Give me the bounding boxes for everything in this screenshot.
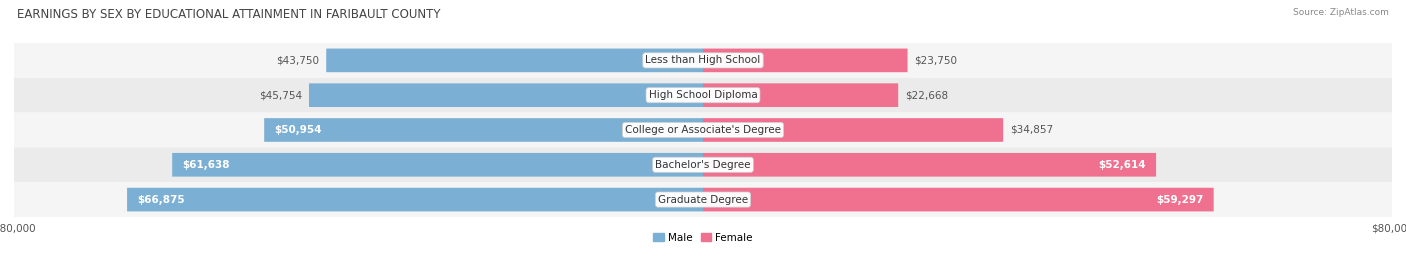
Text: Source: ZipAtlas.com: Source: ZipAtlas.com	[1294, 8, 1389, 17]
FancyBboxPatch shape	[326, 49, 703, 72]
Text: $66,875: $66,875	[138, 195, 186, 204]
FancyBboxPatch shape	[264, 118, 703, 142]
FancyBboxPatch shape	[703, 153, 1156, 177]
FancyBboxPatch shape	[309, 83, 703, 107]
FancyBboxPatch shape	[127, 188, 703, 211]
FancyBboxPatch shape	[14, 78, 1392, 113]
Text: $45,754: $45,754	[259, 90, 302, 100]
FancyBboxPatch shape	[14, 43, 1392, 78]
Text: $22,668: $22,668	[905, 90, 948, 100]
Text: EARNINGS BY SEX BY EDUCATIONAL ATTAINMENT IN FARIBAULT COUNTY: EARNINGS BY SEX BY EDUCATIONAL ATTAINMEN…	[17, 8, 440, 21]
Text: $43,750: $43,750	[277, 55, 319, 65]
Text: College or Associate's Degree: College or Associate's Degree	[626, 125, 780, 135]
Text: $52,614: $52,614	[1098, 160, 1146, 170]
Legend: Male, Female: Male, Female	[650, 229, 756, 247]
Text: $34,857: $34,857	[1010, 125, 1053, 135]
Text: $50,954: $50,954	[274, 125, 322, 135]
Text: Graduate Degree: Graduate Degree	[658, 195, 748, 204]
FancyBboxPatch shape	[703, 118, 1002, 142]
FancyBboxPatch shape	[14, 113, 1392, 147]
FancyBboxPatch shape	[14, 182, 1392, 217]
FancyBboxPatch shape	[703, 188, 1213, 211]
FancyBboxPatch shape	[14, 147, 1392, 182]
Text: Bachelor's Degree: Bachelor's Degree	[655, 160, 751, 170]
FancyBboxPatch shape	[703, 49, 907, 72]
Text: $59,297: $59,297	[1156, 195, 1204, 204]
Text: $23,750: $23,750	[914, 55, 957, 65]
FancyBboxPatch shape	[172, 153, 703, 177]
FancyBboxPatch shape	[703, 83, 898, 107]
Text: Less than High School: Less than High School	[645, 55, 761, 65]
Text: High School Diploma: High School Diploma	[648, 90, 758, 100]
Text: $61,638: $61,638	[183, 160, 231, 170]
